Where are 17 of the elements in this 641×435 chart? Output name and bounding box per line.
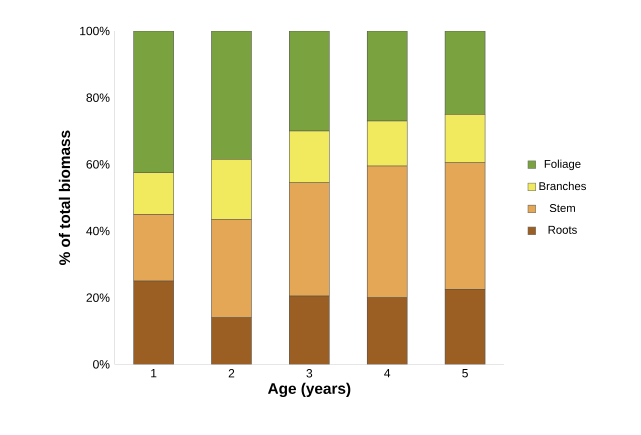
legend-label: Branches [539, 182, 586, 190]
y-tick-label: 60% [86, 160, 110, 169]
legend-label: Roots [548, 226, 577, 234]
x-axis-title: Age (years) [268, 382, 350, 398]
legend-label: Stem [550, 204, 575, 212]
x-tick-label: 2 [228, 369, 234, 378]
legend-label: Foliage [544, 160, 581, 170]
x-tick-label: 1 [151, 369, 156, 378]
x-tick-label: 5 [462, 369, 468, 378]
y-tick-label: 0% [93, 360, 110, 369]
y-tick-label: 100% [80, 26, 110, 36]
x-tick-label: 4 [384, 369, 390, 378]
y-axis-title: % of total biomass [58, 130, 70, 266]
x-tick-label: 3 [306, 369, 312, 378]
y-tick-label: 20% [86, 293, 110, 302]
y-tick-label: 80% [86, 93, 110, 102]
y-tick-label: 40% [86, 226, 110, 236]
